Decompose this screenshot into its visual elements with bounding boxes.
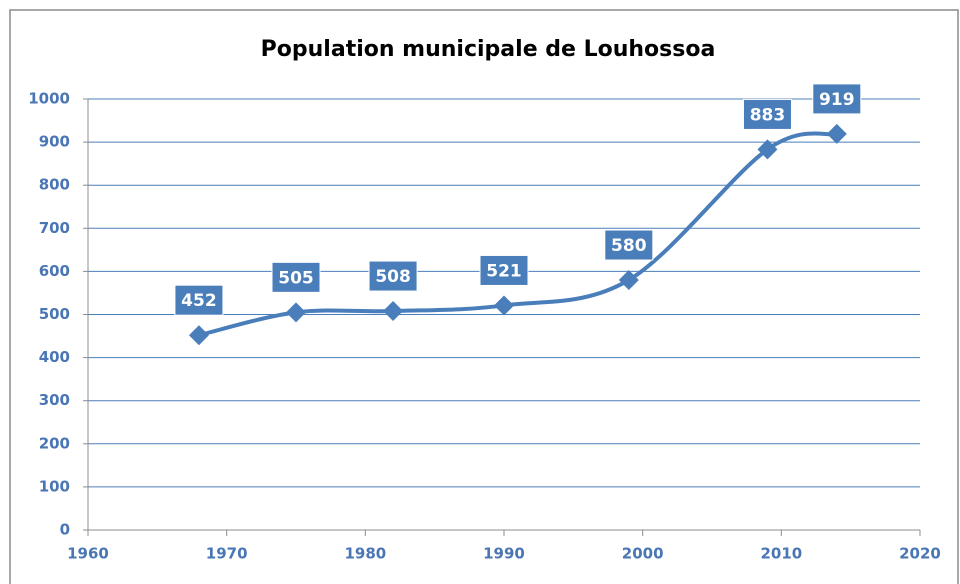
y-tick-label: 800 — [39, 176, 70, 194]
y-tick-label: 900 — [39, 133, 70, 151]
data-label-box — [742, 98, 792, 130]
y-tick-label: 100 — [39, 477, 70, 495]
data-label: 580 — [611, 236, 647, 256]
y-tick-label: 1000 — [28, 90, 70, 108]
data-point — [494, 295, 514, 316]
x-tick-label: 1960 — [67, 545, 109, 563]
y-tick-label: 400 — [39, 348, 70, 366]
x-tick-label: 2000 — [622, 545, 664, 563]
data-label: 883 — [750, 105, 786, 125]
y-tick-label: 300 — [39, 391, 70, 409]
data-label-box — [271, 261, 321, 293]
data-label-box — [174, 284, 224, 316]
data-point — [757, 139, 778, 160]
data-point — [383, 301, 404, 322]
data-label: 919 — [819, 90, 855, 110]
data-label-box — [812, 83, 862, 115]
y-tick-label: 600 — [39, 262, 70, 280]
data-label: 505 — [278, 268, 314, 288]
data-label: 452 — [181, 291, 217, 311]
data-label-box — [604, 229, 654, 261]
x-tick-label: 1980 — [344, 545, 386, 563]
y-tick-label: 200 — [39, 434, 70, 452]
x-tick-label: 1990 — [483, 545, 525, 563]
y-tick-label: 700 — [39, 219, 70, 237]
data-label-box — [368, 260, 418, 292]
x-tick-label: 2010 — [760, 545, 802, 563]
chart-title: Population municipale de Louhossoa — [261, 37, 716, 62]
data-point — [618, 270, 639, 291]
data-label-box — [479, 254, 529, 286]
data-point — [286, 302, 306, 323]
y-tick-label: 0 — [60, 521, 70, 539]
x-tick-label: 2020 — [899, 545, 941, 563]
data-label: 508 — [375, 267, 411, 287]
data-point — [826, 123, 847, 144]
y-tick-label: 500 — [39, 305, 70, 323]
x-tick-label: 1970 — [206, 545, 248, 563]
data-label: 521 — [486, 261, 522, 281]
data-point — [188, 325, 209, 346]
chart-frame — [9, 9, 959, 584]
